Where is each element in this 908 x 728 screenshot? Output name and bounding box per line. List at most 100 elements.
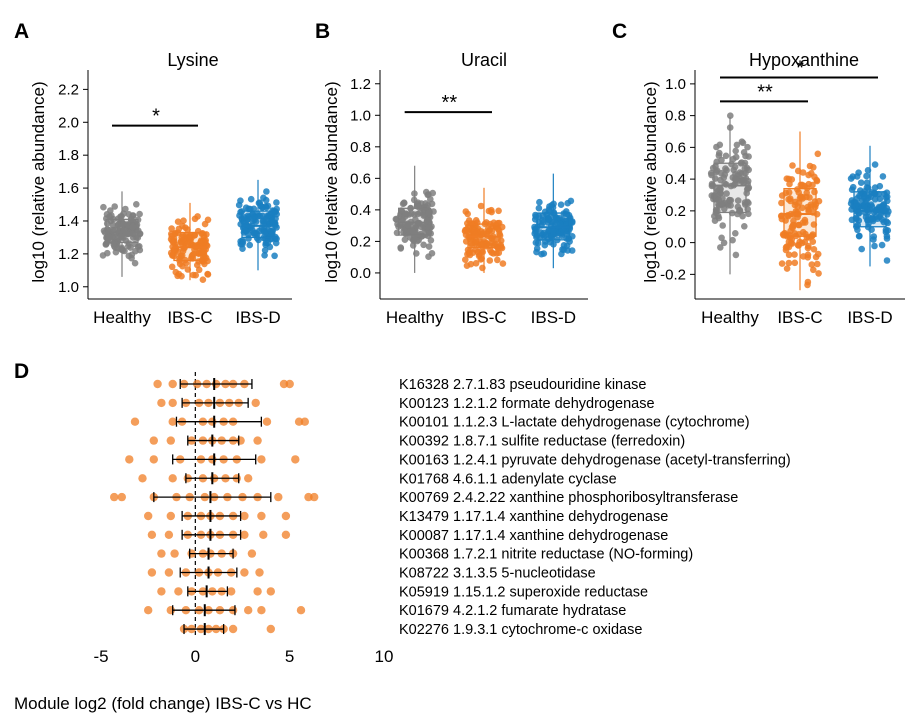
data-point — [199, 276, 207, 284]
x-tick-label: 10 — [375, 647, 394, 666]
module-label: K08722 3.1.3.5 5-nucleotidase — [399, 566, 596, 582]
x-tick-label: Healthy — [93, 308, 151, 327]
data-point — [204, 270, 211, 278]
module-row: K05919 1.15.1.2 superoxide reductase — [157, 584, 648, 600]
data-point — [273, 199, 280, 206]
data-point — [855, 232, 863, 240]
data-point — [804, 251, 812, 259]
y-tick-label: 2.0 — [58, 114, 79, 131]
data-point — [813, 177, 821, 185]
x-tick-label: 5 — [285, 647, 294, 666]
data-point — [497, 241, 505, 249]
data-point — [814, 150, 822, 158]
data-point — [788, 223, 796, 231]
data-point — [778, 260, 786, 267]
x-tick-label: IBS-C — [167, 308, 212, 327]
data-point — [745, 210, 752, 218]
data-point — [538, 250, 545, 258]
x-tick-label: 0 — [191, 647, 200, 666]
data-point — [399, 216, 407, 224]
data-point — [130, 417, 140, 426]
significance-label: * — [796, 58, 804, 80]
data-point — [466, 251, 474, 259]
data-point — [166, 511, 175, 521]
y-tick-label: -0.2 — [660, 266, 686, 283]
data-point — [179, 262, 186, 270]
data-point — [157, 398, 166, 408]
data-point — [147, 530, 157, 539]
data-point — [783, 265, 791, 272]
data-point — [110, 492, 119, 502]
data-point — [195, 266, 203, 274]
data-point — [721, 171, 729, 178]
y-tick-label: 0.2 — [665, 203, 686, 220]
data-point — [863, 172, 870, 180]
significance-label: ** — [442, 92, 458, 114]
data-point — [419, 232, 426, 240]
data-point — [791, 230, 799, 237]
data-point — [814, 250, 822, 258]
data-point — [480, 241, 487, 248]
data-point — [259, 530, 268, 539]
data-point — [168, 417, 177, 426]
data-point — [727, 202, 734, 209]
data-point — [794, 203, 801, 210]
x-tick-label: IBS-D — [847, 308, 892, 327]
data-point — [855, 169, 862, 176]
panel-title: Uracil — [461, 50, 507, 70]
data-point — [253, 587, 262, 596]
y-tick-label: 1.4 — [58, 213, 79, 230]
data-point — [809, 238, 817, 245]
data-point — [533, 245, 541, 252]
module-row: K00087 1.17.1.4 xanthine dehydrogenase — [147, 528, 668, 544]
y-tick-label: 1.0 — [665, 76, 686, 93]
data-point — [99, 252, 107, 259]
data-point — [122, 205, 129, 213]
y-tick-label: 1.2 — [58, 246, 79, 263]
data-point — [255, 568, 264, 577]
y-tick-label: 0.8 — [350, 139, 371, 156]
data-point — [808, 170, 815, 177]
data-point — [569, 218, 576, 225]
data-point — [400, 199, 408, 206]
panel-title: Lysine — [167, 50, 218, 70]
data-point — [180, 217, 187, 224]
data-point — [259, 212, 267, 220]
data-point — [797, 181, 805, 189]
data-point — [428, 200, 436, 208]
data-point — [271, 252, 278, 260]
data-point — [264, 212, 271, 219]
data-point — [420, 241, 427, 249]
module-row: K00392 1.8.7.1 sulfite reductase (ferred… — [149, 434, 685, 450]
data-point — [117, 233, 125, 240]
data-point — [262, 203, 270, 210]
y-tick-label: 1.2 — [350, 76, 371, 93]
data-point — [871, 242, 878, 250]
data-point — [799, 219, 807, 226]
data-point — [239, 240, 246, 248]
data-point — [808, 261, 816, 268]
x-tick-label: IBS-C — [461, 308, 506, 327]
data-point — [472, 260, 480, 267]
data-point — [545, 215, 553, 223]
data-point — [281, 530, 291, 539]
data-point — [718, 200, 726, 207]
y-axis-label: log10 (relative abundance) — [322, 81, 341, 282]
data-point — [799, 228, 807, 236]
data-point — [738, 170, 745, 177]
data-point — [726, 196, 733, 204]
data-point — [253, 436, 262, 445]
data-point — [785, 251, 793, 259]
data-point — [485, 207, 493, 215]
panel-d: D K16328 2.7.1.83 pseudouridine kinase K00… — [14, 360, 791, 713]
data-point — [153, 379, 162, 389]
y-tick-label: 0.8 — [665, 108, 686, 125]
module-row: K01679 4.2.1.2 fumarate hydratase — [144, 603, 626, 619]
y-tick-label: 0.0 — [665, 235, 686, 252]
data-point — [711, 212, 718, 220]
data-point — [127, 244, 134, 251]
y-tick-label: 1.6 — [58, 180, 79, 197]
data-point — [257, 202, 264, 210]
y-tick-label: 0.2 — [350, 233, 371, 250]
data-point — [815, 270, 822, 277]
